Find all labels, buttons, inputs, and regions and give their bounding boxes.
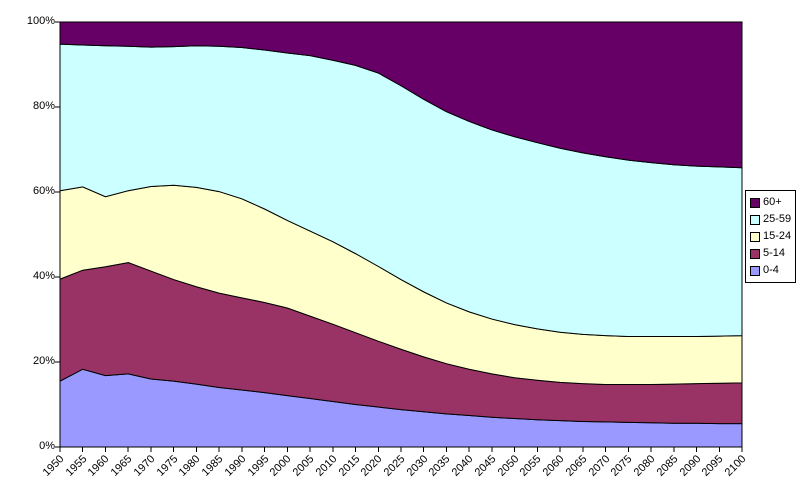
legend-item-5-14: 5-14: [750, 245, 791, 262]
legend-swatch-icon: [750, 197, 760, 208]
legend-swatch-icon: [750, 265, 760, 276]
y-axis-label: 60%: [32, 185, 55, 197]
legend-label: 15-24: [763, 230, 792, 242]
legend-item-25-59: 25-59: [750, 211, 791, 228]
legend-item-0-4: 0-4: [750, 262, 791, 279]
legend-item-60+: 60+: [750, 194, 791, 211]
legend-label: 0-4: [763, 264, 779, 276]
legend-swatch-icon: [750, 214, 760, 225]
legend-label: 25-59: [763, 213, 792, 225]
legend-item-15-24: 15-24: [750, 228, 791, 245]
legend-label: 5-14: [763, 247, 786, 259]
y-axis-label: 100%: [26, 15, 55, 27]
legend-swatch-icon: [750, 231, 760, 242]
legend: 60+ 25-59 15-24 5-14 0-4: [745, 190, 797, 283]
y-axis-label: 0%: [39, 440, 55, 452]
legend-label: 60+: [763, 196, 782, 208]
y-axis-label: 40%: [32, 270, 55, 282]
y-axis-label: 20%: [32, 355, 55, 367]
legend-swatch-icon: [750, 248, 760, 259]
y-axis-label: 80%: [32, 100, 55, 112]
